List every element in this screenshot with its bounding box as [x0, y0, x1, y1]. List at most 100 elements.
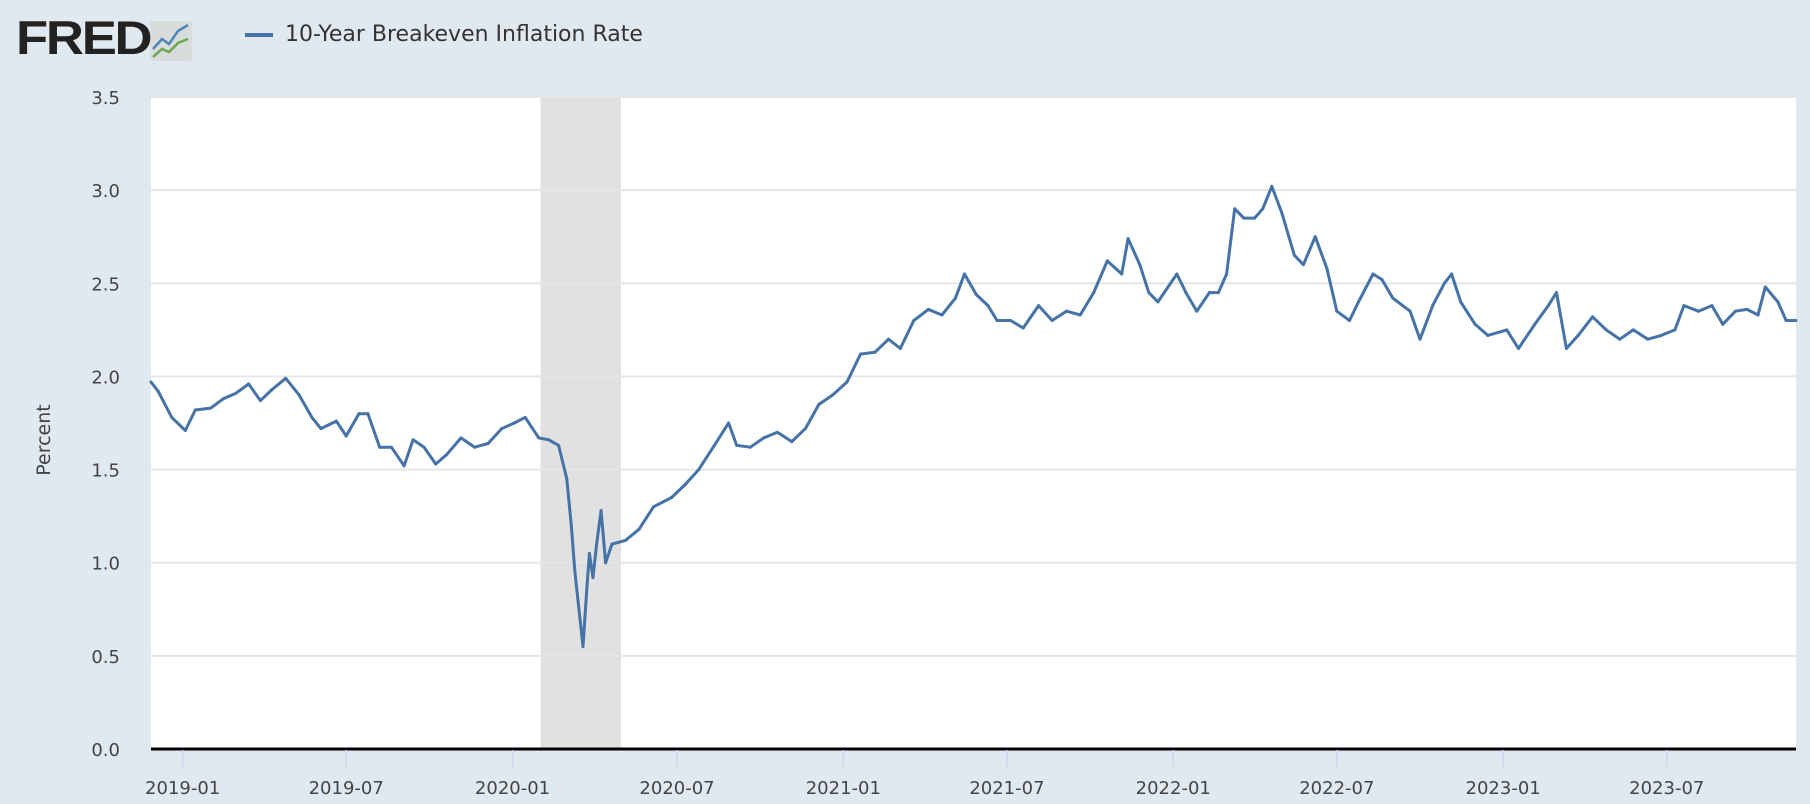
data-point — [1242, 216, 1246, 220]
data-point — [637, 527, 641, 531]
data-point — [234, 391, 238, 395]
recession-band — [540, 97, 621, 749]
data-point — [1646, 337, 1650, 341]
legend-label: 10-Year Breakeven Inflation Rate — [285, 22, 643, 47]
data-point — [1156, 300, 1160, 304]
data-point — [310, 415, 314, 419]
data-point — [402, 464, 406, 468]
data-point — [366, 412, 370, 416]
data-point — [1564, 346, 1568, 350]
data-point — [565, 477, 569, 481]
data-point — [1216, 291, 1220, 295]
data-point — [595, 542, 599, 546]
data-point — [817, 402, 821, 406]
data-point — [1325, 266, 1329, 270]
data-point — [411, 438, 415, 442]
y-tick-label: 2.5 — [91, 274, 120, 295]
y-tick-label: 3.5 — [91, 88, 120, 109]
data-point — [1517, 346, 1521, 350]
x-tick-label: 2022-01 — [1136, 778, 1211, 799]
data-point — [1126, 237, 1130, 241]
logo-text: FRED — [16, 11, 153, 64]
data-point — [573, 570, 577, 574]
data-point — [1659, 333, 1663, 337]
data-point — [378, 445, 382, 449]
data-point — [1408, 309, 1412, 313]
data-point — [775, 430, 779, 434]
data-point — [610, 542, 614, 546]
legend-swatch — [245, 32, 273, 37]
data-point — [523, 415, 527, 419]
data-point — [735, 443, 739, 447]
data-point — [1784, 319, 1788, 323]
data-point — [1604, 328, 1608, 332]
data-point — [1450, 272, 1454, 276]
data-point — [912, 319, 916, 323]
data-point — [697, 468, 701, 472]
data-point — [599, 509, 603, 513]
data-point — [1459, 300, 1463, 304]
data-point — [1546, 304, 1550, 308]
data-point — [500, 427, 504, 431]
data-point — [1280, 210, 1284, 214]
data-point — [1301, 263, 1305, 267]
data-point — [962, 272, 966, 276]
data-point — [1576, 333, 1580, 337]
fred-logo[interactable]: FRED — [16, 14, 192, 61]
x-tick-label: 2021-07 — [969, 778, 1044, 799]
data-point — [831, 393, 834, 397]
data-point — [1721, 322, 1725, 326]
data-point — [995, 319, 999, 323]
data-point — [1207, 291, 1211, 295]
y-tick-label: 0.0 — [91, 740, 120, 761]
data-point — [1756, 313, 1760, 317]
data-point — [974, 292, 978, 296]
data-point — [270, 387, 274, 391]
data-point — [1105, 259, 1109, 263]
data-point — [1733, 309, 1737, 313]
data-point — [247, 382, 251, 386]
data-point — [1794, 319, 1798, 323]
y-tick-label: 1.5 — [91, 461, 120, 482]
data-point — [1050, 319, 1054, 323]
data-point — [1184, 291, 1188, 295]
data-point — [1065, 309, 1069, 313]
data-point — [1486, 333, 1490, 337]
data-point — [486, 441, 490, 445]
data-point — [1371, 272, 1375, 276]
data-point — [1380, 278, 1384, 282]
data-point — [1138, 263, 1142, 267]
data-point — [762, 436, 766, 440]
data-point — [1473, 322, 1477, 326]
data-point — [1078, 313, 1082, 317]
data-point — [1348, 319, 1351, 323]
data-point — [591, 576, 595, 580]
data-point — [727, 421, 731, 425]
data-point — [1009, 319, 1013, 323]
data-point — [581, 645, 585, 649]
data-point — [1175, 272, 1179, 276]
data-point — [1673, 328, 1677, 332]
chart-logo-icon — [149, 21, 192, 61]
data-point — [1533, 322, 1537, 326]
data-point — [683, 482, 687, 486]
data-point — [1253, 216, 1257, 220]
data-point — [1776, 300, 1780, 304]
data-point — [389, 445, 393, 449]
data-point — [1147, 291, 1151, 295]
data-point — [149, 380, 153, 384]
x-tick-label: 2019-07 — [309, 778, 384, 799]
data-point — [1696, 309, 1700, 313]
x-tick-label: 2020-07 — [639, 778, 714, 799]
data-point — [209, 406, 213, 410]
data-point — [156, 389, 160, 393]
data-point — [284, 376, 288, 380]
data-point — [569, 523, 573, 527]
data-point — [459, 436, 463, 440]
data-point — [1233, 207, 1237, 211]
x-tick-label: 2019-01 — [145, 778, 220, 799]
data-point — [344, 434, 348, 438]
data-point — [1357, 300, 1361, 304]
data-point — [422, 445, 426, 449]
